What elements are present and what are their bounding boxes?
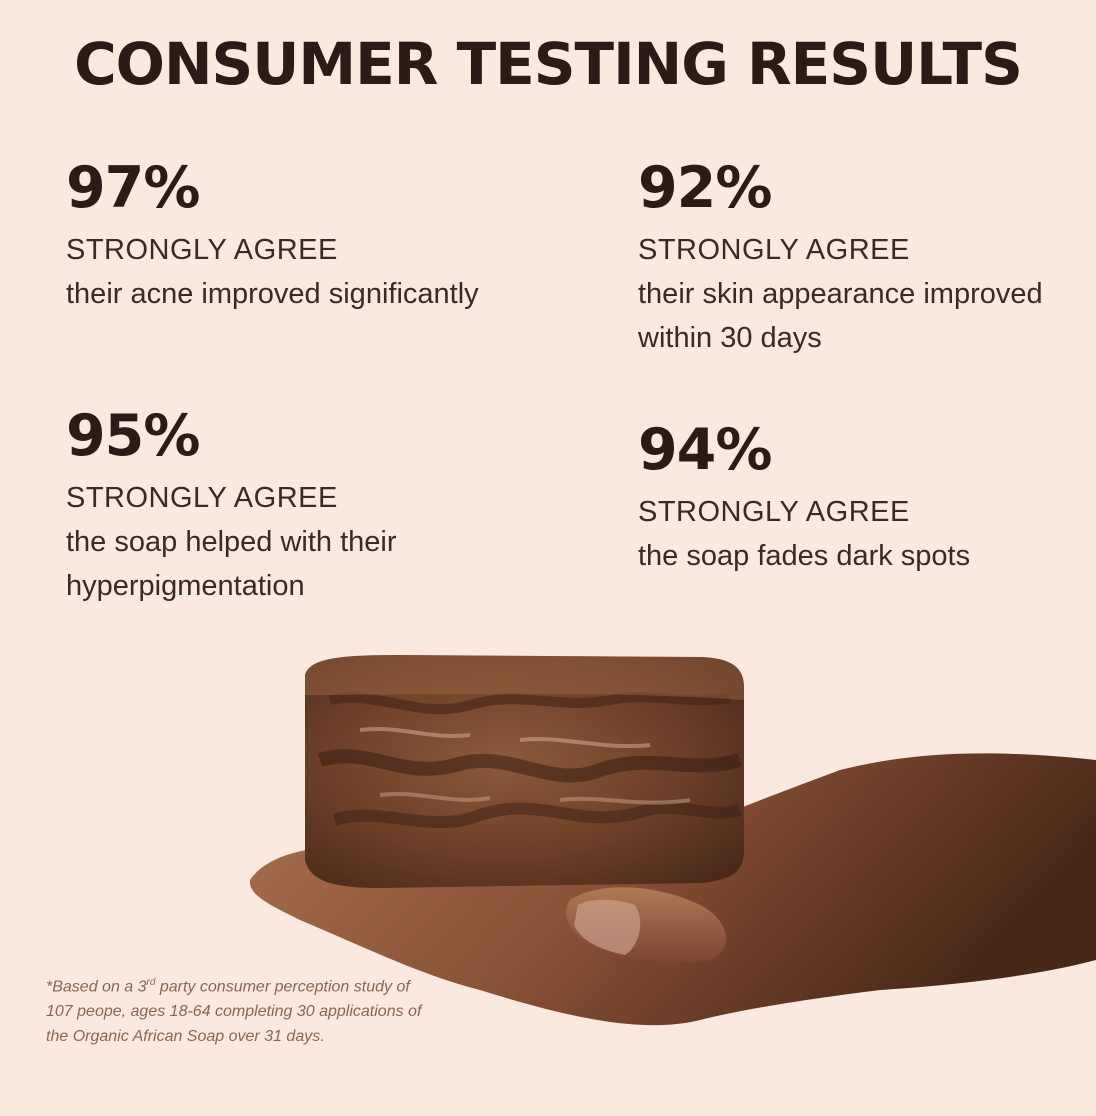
stat-label: STRONGLY AGREE [66, 482, 338, 514]
stat-description: the soap fades dark spots [638, 540, 971, 572]
footnote-prefix: *Based on a 3 [46, 978, 147, 996]
stat-label: STRONGLY AGREE [66, 234, 338, 266]
hand-shape [249, 753, 1096, 1026]
stat-description: their skin appearance improved within 30… [638, 278, 1043, 354]
stat-label: STRONGLY AGREE [638, 496, 910, 528]
stat-percent: 95% [66, 403, 200, 469]
stat-hyperpigmentation: 95% STRONGLY AGREE the soap helped with … [66, 404, 397, 608]
stat-description: their acne improved significantly [66, 278, 479, 310]
footnote-superscript: rd [146, 977, 156, 988]
stat-percent: 97% [66, 155, 200, 221]
footnote: *Based on a 3rd party consumer perceptio… [46, 970, 426, 1049]
stat-description: the soap helped with their hyperpigmenta… [66, 526, 397, 602]
page-title: CONSUMER TESTING RESULTS [74, 30, 1023, 98]
stat-percent: 94% [638, 417, 772, 483]
stat-label: STRONGLY AGREE [638, 234, 910, 266]
soap-bar [305, 655, 745, 888]
stat-skin-appearance: 92% STRONGLY AGREE their skin appearance… [638, 156, 1096, 360]
stat-percent: 92% [638, 156, 772, 221]
stat-dark-spots: 94% STRONGLY AGREE the soap fades dark s… [638, 418, 970, 578]
footnote-text: party consumer perception study of 107 p… [46, 978, 422, 1046]
stat-acne: 97% STRONGLY AGREE their acne improved s… [66, 156, 479, 316]
